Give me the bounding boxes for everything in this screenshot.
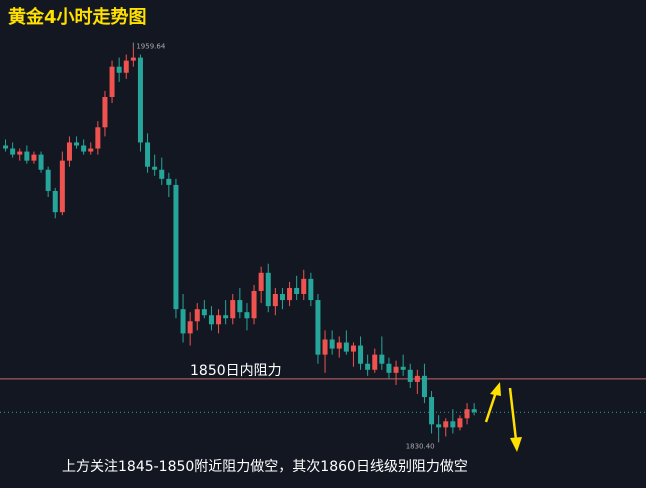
candle-body — [45, 169, 51, 191]
candle-body — [137, 57, 143, 143]
candle-body — [208, 315, 214, 325]
candle-body — [24, 151, 30, 161]
candle-body — [17, 151, 23, 155]
candle-body — [450, 421, 456, 428]
candle-body — [258, 272, 264, 291]
candle-body — [66, 142, 72, 161]
up-arrow — [484, 382, 501, 423]
footnote: 上方关注1845-1850附近阻力做空，其次1860日线级别阻力做空 — [62, 459, 468, 475]
candle-body — [343, 342, 349, 352]
candle-body — [414, 375, 420, 382]
candle-body — [95, 127, 101, 149]
candle-body — [244, 312, 250, 319]
candle-body — [336, 342, 342, 349]
candle-body — [187, 321, 193, 334]
candle-body — [123, 60, 129, 73]
candle-body — [194, 309, 200, 322]
extreme-label: 1959.64 — [136, 43, 165, 51]
candle-body — [421, 375, 427, 398]
candle-body — [379, 354, 385, 364]
candle-body — [74, 142, 80, 146]
candle-body — [464, 409, 470, 419]
candle-body — [358, 345, 364, 364]
candle-body — [52, 190, 58, 213]
resistance-label: 1850日内阻力 — [190, 363, 282, 379]
candle-body — [251, 290, 257, 319]
candle-body — [301, 278, 307, 295]
candle-body — [400, 366, 406, 370]
candle-body — [216, 315, 222, 325]
candle-body — [223, 315, 229, 319]
candle-body — [81, 145, 87, 152]
candle-body — [365, 363, 371, 370]
candle-body — [429, 397, 435, 425]
candle-body — [88, 148, 94, 152]
chart-title: 黄金4小时走势图 — [8, 6, 147, 28]
candle-body — [180, 309, 186, 334]
candle-body — [237, 300, 243, 313]
candle-body — [38, 154, 44, 170]
candle-body — [457, 418, 463, 428]
candle-body — [109, 66, 115, 97]
candle-body — [173, 184, 179, 310]
down-arrow — [508, 387, 522, 452]
candle-body — [159, 169, 165, 179]
candle-body — [102, 96, 108, 128]
candle-body — [322, 339, 328, 355]
candle-body — [294, 287, 300, 295]
candle-body — [407, 369, 413, 382]
candle-body — [279, 294, 285, 301]
candle-body — [329, 339, 335, 349]
candle-body — [308, 278, 314, 301]
plot-area: 1850日内阻力 1959.64 1830.40 — [0, 42, 646, 450]
candle-body — [471, 409, 477, 413]
candle-body — [130, 57, 136, 61]
candle-body — [443, 421, 449, 428]
candle-body — [10, 148, 16, 155]
candle-body — [265, 272, 271, 307]
candle-body — [372, 354, 378, 370]
candle-body — [166, 178, 172, 185]
candle-body — [386, 363, 392, 373]
candle-body — [272, 294, 278, 307]
extreme-label: 1830.40 — [406, 442, 435, 450]
candle-body — [350, 345, 356, 352]
candle-body — [315, 300, 321, 355]
candle-body — [31, 154, 37, 161]
candle-body — [393, 366, 399, 373]
candle-body — [152, 166, 158, 170]
candle-body — [116, 66, 122, 73]
candle-body — [145, 142, 151, 167]
candle-body — [436, 424, 442, 428]
candle-body — [3, 145, 9, 149]
candle-body — [230, 300, 236, 319]
candle-body — [287, 287, 293, 301]
candle-body — [201, 309, 207, 316]
candle-body — [59, 160, 65, 213]
